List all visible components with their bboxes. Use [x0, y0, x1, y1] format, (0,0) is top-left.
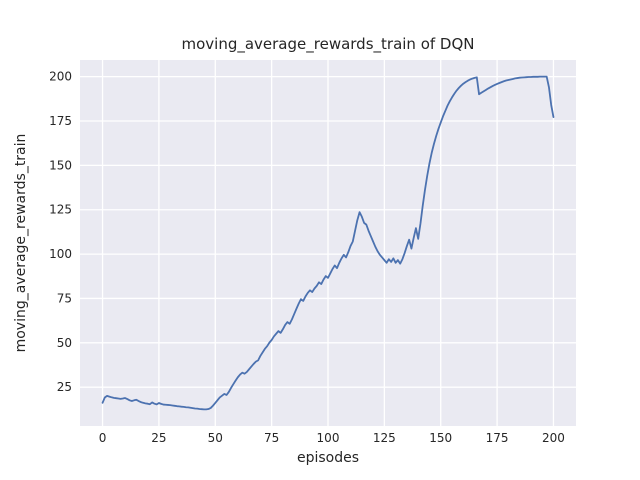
svg-text:0: 0: [99, 431, 107, 445]
svg-text:100: 100: [317, 431, 340, 445]
svg-text:50: 50: [208, 431, 223, 445]
gridlines: [80, 60, 576, 426]
svg-text:75: 75: [264, 431, 279, 445]
reward-line-series: [101, 75, 555, 411]
svg-text:175: 175: [49, 114, 72, 128]
svg-text:25: 25: [57, 380, 72, 394]
chart-title: moving_average_rewards_train of DQN: [181, 35, 475, 53]
svg-text:50: 50: [57, 336, 72, 350]
svg-text:175: 175: [486, 431, 509, 445]
svg-text:125: 125: [49, 203, 72, 217]
svg-text:150: 150: [429, 431, 452, 445]
x-axis-label: episodes: [296, 450, 360, 466]
y-axis-label: moving_average_rewards_train: [13, 133, 29, 353]
svg-text:100: 100: [49, 247, 72, 261]
svg-text:75: 75: [57, 291, 72, 305]
svg-text:200: 200: [49, 70, 72, 84]
svg-text:25: 25: [151, 431, 166, 445]
svg-text:150: 150: [49, 158, 72, 172]
x-tick-labels: 0 25 50 75 100 125 150 175 200: [99, 431, 565, 445]
svg-text:125: 125: [373, 431, 396, 445]
svg-text:200: 200: [542, 431, 565, 445]
y-tick-labels: 25 50 75 100 125 150 175 200: [49, 70, 72, 395]
